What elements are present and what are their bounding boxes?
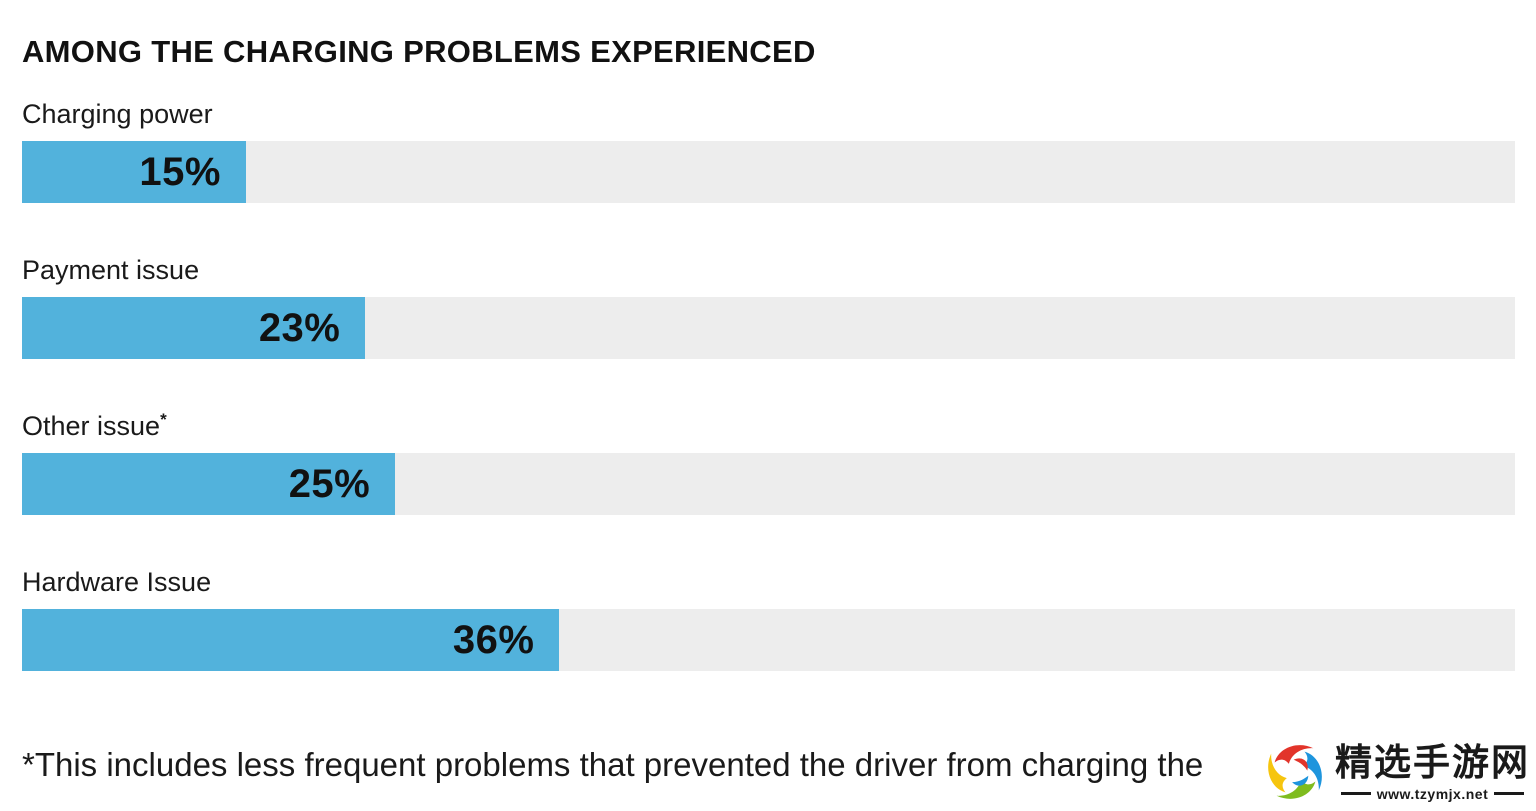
chart-title: AMONG THE CHARGING PROBLEMS EXPERIENCED [22, 34, 816, 69]
watermark: 精选手游网 www.tzymjx.net [1257, 735, 1530, 809]
category-label-text: Payment issue [22, 255, 200, 285]
category-label-charging-power: Charging power [22, 100, 1515, 128]
bar-value-label: 36% [452, 617, 535, 662]
category-label-text: Other issue [22, 411, 161, 441]
bar-row-other-issue: Other issue* 25% [22, 410, 1515, 515]
footnote-text: *This includes less frequent problems th… [22, 746, 1204, 783]
bar-row-payment-issue: Payment issue 23% [22, 256, 1515, 359]
footnote-marker: * [160, 410, 167, 429]
bar-fill-hardware-issue: 36% [22, 609, 560, 671]
category-label-other-issue: Other issue* [22, 410, 1515, 441]
bar-row-hardware-issue: Hardware Issue 36% [22, 568, 1515, 671]
dash-left [1340, 792, 1371, 795]
category-label-text: Charging power [22, 99, 213, 129]
category-label-hardware-issue: Hardware Issue [22, 568, 1515, 596]
bar-track: 36% [22, 609, 1515, 671]
bar-row-charging-power: Charging power 15% [22, 100, 1515, 203]
bar-track: 15% [22, 141, 1515, 203]
category-label-text: Hardware Issue [22, 567, 212, 597]
watermark-text-block: 精选手游网 www.tzymjx.net [1335, 741, 1530, 802]
dash-right [1494, 792, 1525, 795]
pinwheel-logo-icon [1268, 745, 1322, 799]
bar-track: 25% [22, 453, 1515, 515]
bar-track: 23% [22, 297, 1515, 359]
bar-value-label: 23% [258, 305, 341, 350]
bar-fill-charging-power: 15% [22, 141, 246, 203]
bar-fill-payment-issue: 23% [22, 297, 366, 359]
bar-value-label: 25% [288, 461, 371, 506]
watermark-url-row: www.tzymjx.net [1340, 785, 1525, 802]
bar-value-label: 15% [139, 149, 221, 194]
watermark-site-url: www.tzymjx.net [1376, 785, 1489, 802]
category-label-payment-issue: Payment issue [22, 256, 1515, 284]
bar-rows: Charging power 15% Payment issue 23% Oth… [22, 100, 1515, 671]
watermark-site-name: 精选手游网 [1335, 741, 1530, 783]
bar-fill-other-issue: 25% [22, 453, 396, 515]
